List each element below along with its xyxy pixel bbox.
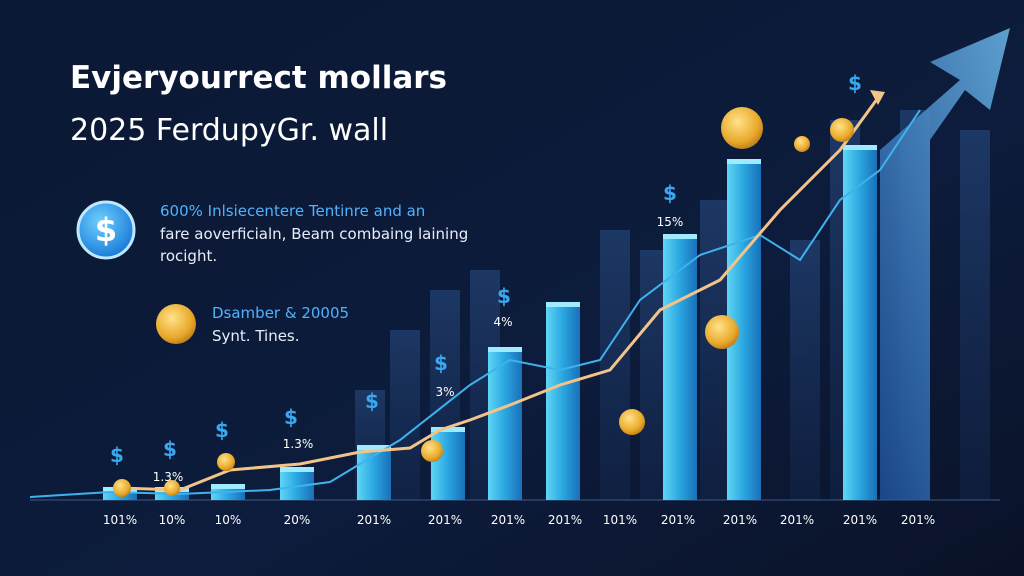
bar-label: 1.3%: [153, 470, 184, 484]
bar: [211, 487, 245, 500]
ghost-bar: [390, 330, 420, 500]
bar: [546, 305, 580, 500]
subtitle: 2025 FerdupyGr. wall: [70, 113, 388, 148]
x-label: 20%: [284, 513, 311, 527]
coin: [794, 136, 810, 152]
x-label: 201%: [661, 513, 695, 527]
callout-line: fare aoverficialn, Beam combaing laining: [160, 225, 468, 243]
trend-line-orange: [119, 94, 882, 492]
coin: [217, 453, 235, 471]
ghost-bar: [790, 240, 820, 500]
ghost-bar: [700, 200, 730, 500]
callout-line: Synt. Tines.: [212, 327, 300, 345]
x-label: 201%: [491, 513, 525, 527]
ghost-bar: [960, 130, 990, 500]
callout-line: Dsamber & 20005: [212, 304, 349, 322]
coin: [421, 440, 443, 462]
decoration: $ $ $ $ $ $ $ $ $: [29, 28, 1010, 501]
x-label: 10%: [215, 513, 242, 527]
coin-icon: [156, 304, 196, 344]
bar-label: 4%: [493, 315, 512, 329]
bar-top: [663, 234, 697, 239]
dollar-sign: $: [434, 351, 448, 375]
x-label: 201%: [901, 513, 935, 527]
dollar-sign: $: [497, 284, 511, 308]
x-label: 101%: [103, 513, 137, 527]
x-label: 201%: [723, 513, 757, 527]
labels: 1.3% 1.3% 3% 4% 15% 101% 10% 10% 20% 201% 201% 201%…: [103, 215, 935, 527]
coin: [705, 315, 739, 349]
coin: [721, 107, 763, 149]
bar-top: [488, 347, 522, 352]
dollar-sign: $: [95, 211, 117, 249]
x-label: 201%: [357, 513, 391, 527]
x-label: 201%: [428, 513, 462, 527]
dollar-sign: $: [215, 418, 229, 442]
arrow-head: [870, 90, 885, 105]
bar: [488, 350, 522, 500]
dollar-sign: $: [663, 181, 677, 205]
coin: [830, 118, 854, 142]
bar-top: [211, 484, 245, 489]
coin: [113, 479, 131, 497]
coin: [164, 480, 180, 496]
bar-top: [546, 302, 580, 307]
coin: [619, 409, 645, 435]
dollar-sign: $: [284, 405, 298, 429]
bar-label: 15%: [657, 215, 684, 229]
bar-top: [843, 145, 877, 150]
bar: [431, 430, 465, 500]
bar-label: 1.3%: [283, 437, 314, 451]
callout-line: 600% Inlsiecentere Tentinre and an: [160, 202, 425, 220]
x-label: 201%: [843, 513, 877, 527]
bar-top: [280, 467, 314, 472]
bar-top: [727, 159, 761, 164]
x-label: 201%: [780, 513, 814, 527]
dollar-sign: $: [848, 71, 862, 95]
growth-arrow: [880, 28, 1010, 500]
bar-top: [431, 427, 465, 432]
bar: [663, 237, 697, 500]
title: Evjeryourrect mollars: [70, 60, 447, 96]
dollar-sign: $: [110, 443, 124, 467]
x-label: 101%: [603, 513, 637, 527]
callout-line: rocight.: [160, 247, 217, 265]
dollar-sign: $: [365, 389, 379, 413]
bar-label: 3%: [435, 385, 454, 399]
x-label: 10%: [159, 513, 186, 527]
dollar-sign: $: [163, 437, 177, 461]
trend-line-blue: [29, 109, 921, 498]
bar: [843, 148, 877, 500]
bar-top: [357, 445, 391, 450]
dollar-icon: [76, 200, 136, 260]
x-label: 201%: [548, 513, 582, 527]
